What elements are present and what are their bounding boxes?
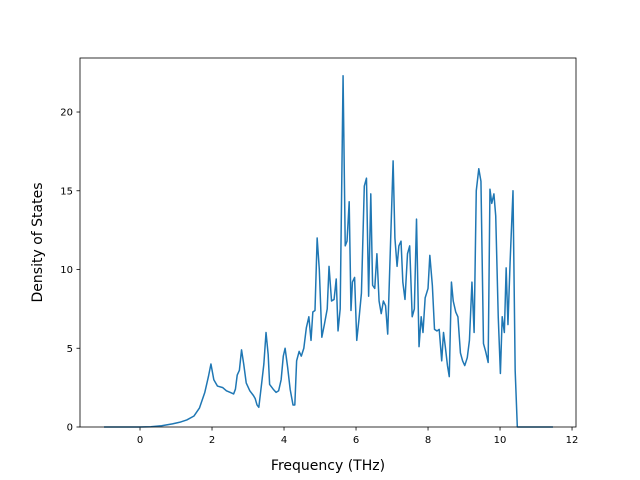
x-tick-label: 8 xyxy=(425,435,431,446)
y-tick-label: 15 xyxy=(60,186,73,197)
x-axis-label: Frequency (THz) xyxy=(271,458,385,474)
y-tick-label: 20 xyxy=(60,108,73,119)
y-tick-label: 5 xyxy=(67,344,73,355)
x-tick-label: 10 xyxy=(494,435,507,446)
data-line xyxy=(104,75,553,428)
plot-frame xyxy=(79,57,577,428)
x-tick-label: 2 xyxy=(209,435,215,446)
x-tick-label: 6 xyxy=(353,435,359,446)
x-tick-label: 4 xyxy=(281,435,287,446)
x-tick-label: 12 xyxy=(566,435,579,446)
y-tick-label: 0 xyxy=(67,423,73,434)
y-tick-label: 10 xyxy=(60,265,73,276)
y-axis-label: Density of States xyxy=(30,183,46,303)
x-tick-label: 0 xyxy=(137,435,143,446)
